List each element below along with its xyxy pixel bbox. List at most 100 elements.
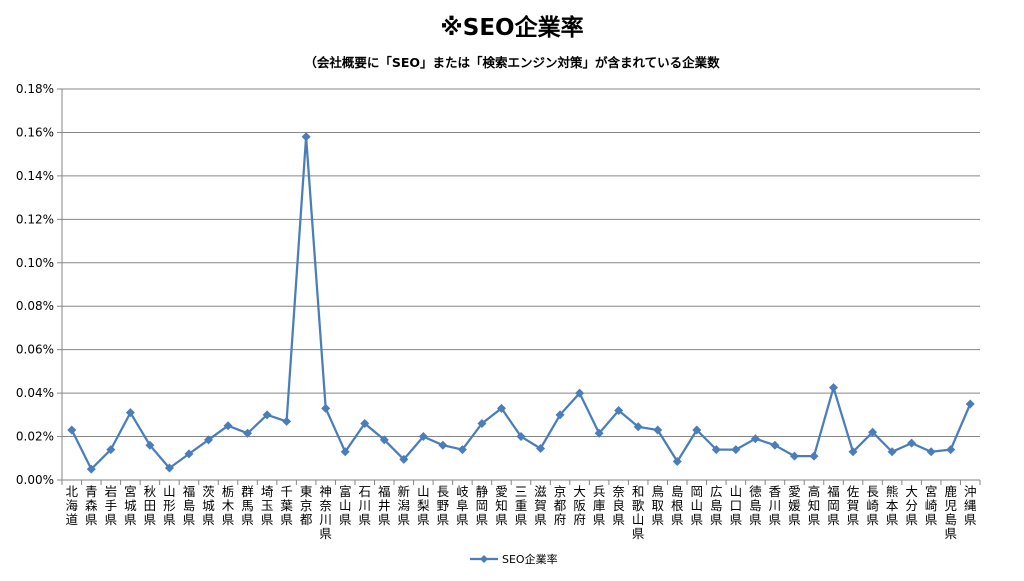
x-tick-label: 長野県 [437, 484, 450, 527]
x-tick-label: 和歌山県 [632, 484, 645, 541]
x-tick-label: 島根県 [671, 484, 684, 527]
data-point [164, 463, 174, 473]
y-tick-label: 0.18% [16, 82, 54, 96]
data-point [926, 447, 936, 457]
data-point [379, 435, 389, 445]
data-point [789, 451, 799, 461]
data-point [86, 464, 96, 474]
series-line [70, 135, 972, 471]
y-tick-label: 0.12% [16, 212, 54, 226]
legend: SEO企業率 [470, 552, 558, 566]
data-point [67, 425, 77, 435]
x-tick-label: 宮崎県 [925, 484, 938, 527]
data-point [184, 449, 194, 459]
x-tick-label: 鳥取県 [651, 484, 664, 527]
data-point [399, 454, 409, 464]
y-tick-label: 0.14% [16, 169, 54, 183]
x-tick-label: 岐阜県 [456, 484, 469, 527]
data-point [750, 434, 760, 444]
data-point [829, 383, 839, 393]
x-tick-label: 秋田県 [144, 484, 157, 527]
x-tick-label: 広島県 [710, 484, 723, 527]
x-tick-label: 神奈川県 [319, 484, 332, 541]
x-tick-label: 愛媛県 [788, 484, 801, 527]
x-tick-label: 奈良県 [612, 484, 625, 527]
data-point [653, 425, 663, 435]
data-point [243, 428, 253, 438]
data-point [457, 445, 467, 455]
data-point [536, 444, 546, 454]
data-point [340, 447, 350, 457]
data-point [496, 403, 506, 413]
x-tick-label: 大分県 [905, 484, 918, 527]
x-axis: 北海道青森県岩手県宮城県秋田県山形県福島県茨城県栃木県群馬県埼玉県千葉県東京都神… [61, 479, 981, 541]
x-tick-label: 北海道 [66, 484, 79, 527]
x-tick-label: 青森県 [85, 484, 98, 527]
x-tick-label: 長崎県 [866, 484, 879, 527]
chart-subtitle: （会社概要に「SEO」または「検索エンジン対策」が含まれている企業数 [304, 55, 720, 70]
x-tick-label: 宮城県 [124, 484, 137, 527]
data-point [770, 440, 780, 450]
data-point [946, 445, 956, 455]
data-point [203, 435, 213, 445]
y-tick-label: 0.00% [16, 473, 54, 487]
x-tick-label: 熊本県 [886, 484, 899, 527]
data-point [125, 408, 135, 418]
y-tick-label: 0.02% [16, 430, 54, 444]
x-tick-label: 富山県 [339, 484, 352, 527]
x-tick-label: 香川県 [769, 484, 782, 527]
data-point [711, 445, 721, 455]
x-tick-label: 埼玉県 [261, 484, 274, 527]
y-axis: 0.00% 0.02% 0.04% 0.06% 0.08% 0.10% 0.12% 0.14%… [16, 82, 63, 487]
data-point [321, 403, 331, 413]
data-point [145, 440, 155, 450]
x-tick-label: 石川県 [358, 484, 371, 527]
x-tick-label: 福岡県 [827, 484, 840, 527]
data-point [614, 405, 624, 415]
x-tick-label: 徳島県 [749, 484, 762, 527]
series-seo [67, 132, 975, 474]
data-point [887, 447, 897, 457]
data-point [848, 447, 858, 457]
data-point [106, 445, 116, 455]
x-tick-label: 佐賀県 [847, 484, 860, 527]
x-tick-label: 岡山県 [691, 484, 704, 527]
x-tick-label: 栃木県 [222, 484, 235, 527]
data-point [692, 425, 702, 435]
x-tick-label: 高知県 [808, 484, 821, 527]
x-tick-label: 滋賀県 [534, 484, 547, 527]
x-tick-label: 福島県 [183, 484, 196, 527]
chart-title: ※SEO企業率 [440, 15, 584, 41]
y-tick-label: 0.10% [16, 256, 54, 270]
y-tick-label: 0.06% [16, 343, 54, 357]
x-tick-label: 鹿児島県 [944, 484, 957, 541]
legend-label: SEO企業率 [502, 552, 558, 566]
data-point [555, 410, 565, 420]
data-point [438, 440, 448, 450]
data-point [575, 388, 585, 398]
x-tick-label: 山口県 [730, 484, 743, 527]
x-tick-label: 東京都 [300, 484, 313, 527]
x-tick-label: 岩手県 [105, 484, 118, 527]
data-point [418, 432, 428, 442]
data-point [633, 422, 643, 432]
x-tick-label: 静岡県 [476, 484, 489, 527]
data-point [907, 438, 917, 448]
data-point [360, 419, 370, 429]
x-tick-label: 茨城県 [202, 484, 215, 527]
data-point [731, 445, 741, 455]
data-point [594, 428, 604, 438]
y-tick-label: 0.08% [16, 299, 54, 313]
data-point [477, 419, 487, 429]
data-point [516, 432, 526, 442]
x-tick-label: 沖縄県 [964, 484, 977, 527]
data-point [301, 132, 311, 142]
x-tick-label: 福井県 [378, 484, 391, 527]
data-point [672, 457, 682, 467]
data-point [262, 410, 272, 420]
x-tick-label: 三重県 [515, 484, 528, 527]
y-tick-label: 0.04% [16, 386, 54, 400]
x-tick-label: 兵庫県 [593, 484, 606, 527]
grid-lines [62, 88, 980, 438]
